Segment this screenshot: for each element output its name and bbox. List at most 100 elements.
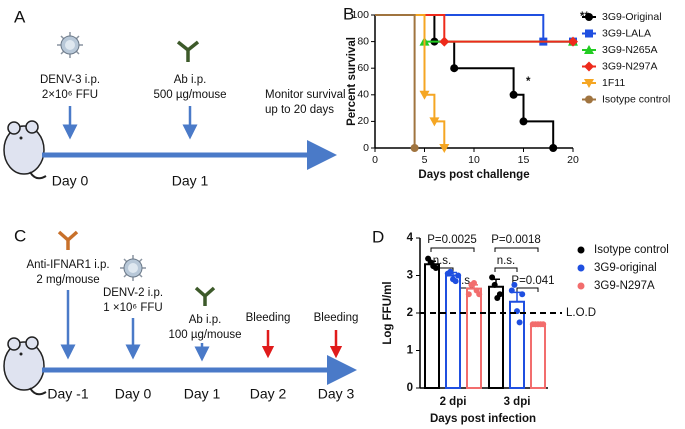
x-axis-label: Days post challenge <box>418 169 529 181</box>
step-text: 100 µg/mouse <box>168 329 241 341</box>
data-point <box>432 265 439 271</box>
y-tick-label: 80 <box>357 35 369 47</box>
marker <box>450 64 459 73</box>
marker <box>439 36 450 47</box>
step-text: 2×10⁶ FFU <box>42 89 98 101</box>
bar <box>509 300 525 389</box>
legend-marker <box>584 79 594 88</box>
marker <box>519 117 528 126</box>
antibody-icon <box>176 40 200 62</box>
reference-label: L.O.D <box>566 307 596 319</box>
step-text: Ab i.p. <box>174 74 207 86</box>
error-bar <box>513 291 521 302</box>
y-tick-label: 60 <box>357 62 369 74</box>
day-label: Day 1 <box>172 173 209 189</box>
day-label: Day 0 <box>115 386 152 402</box>
annotation: P=0.0018 <box>491 234 541 246</box>
data-point <box>511 281 518 288</box>
annotation: n.s. <box>497 255 516 267</box>
day-label: Day 1 <box>184 386 221 402</box>
legend-label: Isotype control <box>594 244 669 256</box>
panel-label: D <box>372 227 384 246</box>
data-point <box>447 268 454 275</box>
legend-label: Isotype control <box>602 93 670 105</box>
x-tick-label: 15 <box>518 154 530 166</box>
data-point <box>471 280 477 286</box>
marker <box>549 144 558 152</box>
legend-label: 3G9-original <box>594 262 657 274</box>
step-text: up to 20 days <box>265 104 334 116</box>
step-text: DENV-3 i.p. <box>40 74 100 86</box>
data-point <box>516 319 523 326</box>
legend-marker <box>584 61 594 72</box>
data-point <box>508 287 515 294</box>
step-text: Anti-IFNAR1 i.p. <box>26 259 109 271</box>
data-point <box>491 281 498 288</box>
x-tick-label: 20 <box>567 154 579 166</box>
marker <box>419 90 430 100</box>
y-tick-label: 100 <box>351 9 369 21</box>
bar <box>488 285 504 389</box>
step-text: 1 ×10⁶ FFU <box>103 302 162 314</box>
legend-label: 3G9-N297A <box>602 60 657 72</box>
day-label: Day -1 <box>47 386 88 402</box>
annotation: P=0.041 <box>511 275 554 287</box>
annotation: * <box>526 76 531 88</box>
marker <box>568 36 578 47</box>
data-point <box>489 274 496 281</box>
x-tick-label: 5 <box>422 154 428 166</box>
mouse-icon <box>3 336 47 396</box>
y-tick-label: 0 <box>407 382 413 394</box>
bar <box>466 287 482 389</box>
virus-icon <box>56 31 84 59</box>
y-tick-label: 4 <box>407 232 414 244</box>
step-text: Bleeding <box>246 312 291 324</box>
data-point <box>476 291 483 298</box>
survival-line <box>375 14 555 148</box>
antibody-icon <box>194 286 216 306</box>
data-point <box>455 272 462 279</box>
step-text: Monitor survival <box>265 89 346 101</box>
mouse-icon <box>3 120 47 180</box>
x-tick-label: 0 <box>372 154 378 166</box>
y-tick-label: 1 <box>407 345 414 357</box>
marker <box>439 144 450 153</box>
legend-label: 3G9-LALA <box>602 27 651 39</box>
data-point <box>465 291 472 298</box>
y-tick-label: 0 <box>363 142 369 154</box>
marker <box>410 144 419 152</box>
y-tick-label: 2 <box>407 307 413 319</box>
bar <box>530 323 546 389</box>
data-point <box>452 278 459 285</box>
data-point <box>540 321 547 328</box>
panel-a: A DENV-3 i.p. 2×10⁶ FFU Ab i.p. 500 µg/m… <box>3 7 346 189</box>
legend-marker <box>577 282 585 290</box>
y-tick-label: 3 <box>407 270 413 282</box>
survival-line <box>375 14 416 148</box>
antibody-icon <box>57 230 79 250</box>
marker <box>429 117 440 127</box>
step-text: DENV-2 i.p. <box>103 287 163 299</box>
panel-c: C Anti-IFNAR1 i.p. 2 mg/mouse DENV-2 i.p… <box>3 226 359 402</box>
day-label: Day 3 <box>318 386 355 402</box>
legend-marker <box>585 95 593 104</box>
x-tick-label: 10 <box>468 154 480 166</box>
legend-marker <box>584 45 594 54</box>
step-text: Bleeding <box>314 312 359 324</box>
x-tick-label: 3 dpi <box>504 396 531 408</box>
day-label: Day 0 <box>52 173 89 189</box>
y-tick-label: 20 <box>357 115 369 127</box>
panel-label: C <box>14 226 26 245</box>
legend-label: 1F11 <box>602 77 625 89</box>
bar <box>445 274 461 389</box>
y-axis-label: Percent survival <box>346 37 358 126</box>
x-axis-label: Days post infection <box>430 413 536 425</box>
virus-icon <box>119 254 147 282</box>
x-tick-label: 2 dpi <box>440 396 467 408</box>
legend-label: 3G9-Original <box>602 11 662 23</box>
legend-label: 3G9-N297A <box>594 280 655 292</box>
data-point <box>519 291 526 298</box>
day-label: Day 2 <box>250 386 287 402</box>
